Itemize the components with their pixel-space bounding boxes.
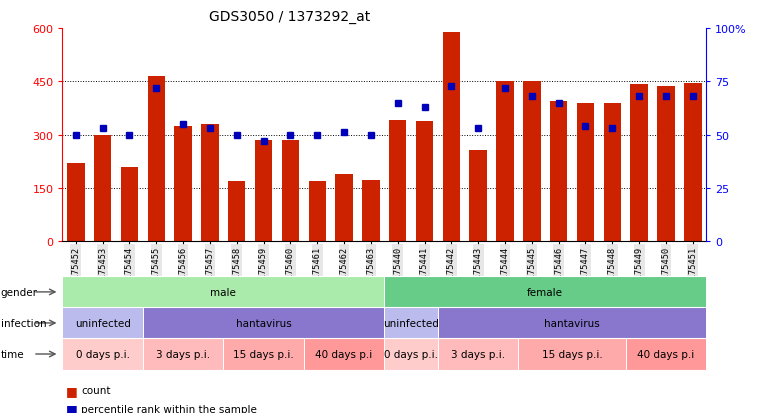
Bar: [684, 84, 702, 242]
Bar: [496, 82, 514, 242]
Text: hantavirus: hantavirus: [544, 318, 600, 328]
Bar: [416, 122, 433, 242]
Bar: [228, 181, 246, 242]
Bar: [362, 180, 380, 242]
Bar: [121, 167, 139, 242]
Bar: [174, 126, 192, 242]
Bar: [255, 140, 272, 242]
Text: time: time: [1, 349, 24, 359]
Text: count: count: [81, 385, 111, 395]
Text: 3 days p.i.: 3 days p.i.: [451, 349, 505, 359]
Bar: [336, 174, 353, 242]
Text: hantavirus: hantavirus: [236, 318, 291, 328]
Bar: [470, 150, 487, 242]
Bar: [148, 77, 165, 242]
Bar: [443, 33, 460, 242]
Bar: [94, 135, 111, 242]
Text: uninfected: uninfected: [75, 318, 131, 328]
Text: uninfected: uninfected: [384, 318, 439, 328]
Bar: [67, 164, 84, 242]
Text: GDS3050 / 1373292_at: GDS3050 / 1373292_at: [209, 10, 370, 24]
Bar: [658, 86, 675, 242]
Text: 15 days p.i.: 15 days p.i.: [233, 349, 294, 359]
Bar: [308, 181, 326, 242]
Text: female: female: [527, 287, 563, 297]
Text: 15 days p.i.: 15 days p.i.: [542, 349, 603, 359]
Text: percentile rank within the sample: percentile rank within the sample: [81, 404, 257, 413]
Bar: [389, 121, 406, 242]
Bar: [201, 125, 218, 242]
Bar: [577, 103, 594, 242]
Text: ■: ■: [66, 402, 78, 413]
Text: male: male: [210, 287, 237, 297]
Bar: [603, 104, 621, 242]
Text: 0 days p.i.: 0 days p.i.: [75, 349, 129, 359]
Text: 0 days p.i.: 0 days p.i.: [384, 349, 438, 359]
Text: infection: infection: [1, 318, 46, 328]
Bar: [282, 140, 299, 242]
Bar: [550, 102, 568, 242]
Text: 3 days p.i.: 3 days p.i.: [156, 349, 210, 359]
Text: 40 days p.i: 40 days p.i: [316, 349, 373, 359]
Text: gender: gender: [1, 287, 38, 297]
Bar: [523, 81, 540, 242]
Bar: [630, 85, 648, 242]
Text: ■: ■: [66, 384, 78, 397]
Text: 40 days p.i: 40 days p.i: [638, 349, 695, 359]
